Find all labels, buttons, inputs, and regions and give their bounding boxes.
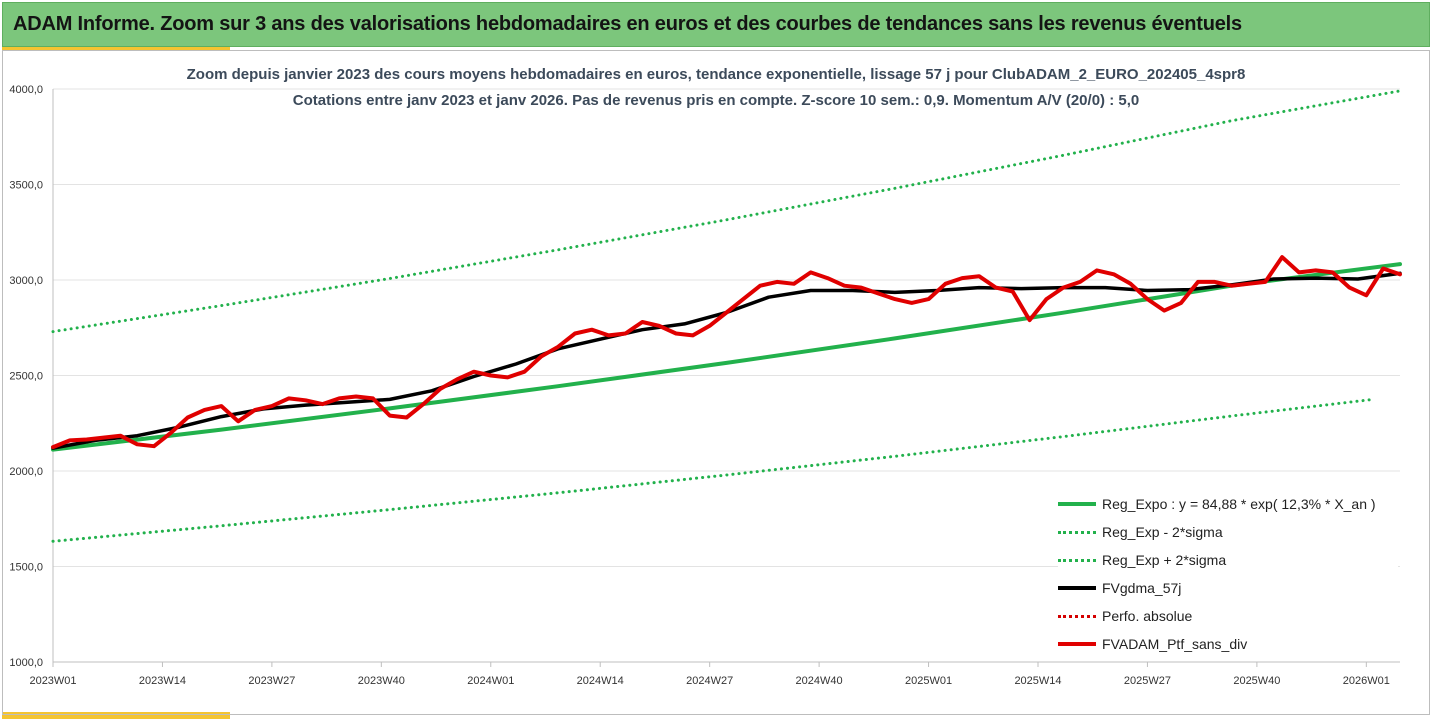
x-tick-label: 2024W27	[686, 675, 733, 687]
legend-item: Reg_Exp + 2*sigma	[1058, 546, 1398, 574]
y-tick-label: 3000,0	[9, 275, 43, 287]
accent-bar	[2, 47, 230, 51]
x-tick-label: 2023W40	[358, 675, 405, 687]
legend-swatch	[1058, 586, 1096, 590]
legend-swatch	[1058, 642, 1096, 646]
chart-legend: Reg_Expo : y = 84,88 * exp( 12,3% * X_an…	[1058, 490, 1398, 658]
legend-item: Reg_Exp - 2*sigma	[1058, 518, 1398, 546]
x-tick-label: 2025W27	[1124, 675, 1171, 687]
chart-title-line1: Zoom depuis janvier 2023 des cours moyen…	[186, 66, 1246, 83]
x-tick-label: 2024W14	[577, 675, 624, 687]
accent-bar-bottom	[2, 712, 230, 719]
x-tick-label: 2024W01	[467, 675, 514, 687]
y-tick-label: 1500,0	[9, 562, 43, 574]
chart-title-line2: Cotations entre janv 2023 et janv 2026. …	[292, 92, 1140, 109]
y-tick-label: 2500,0	[9, 371, 43, 383]
series-line-2	[51, 89, 1402, 334]
legend-label: Perfo. absolue	[1102, 608, 1193, 624]
legend-item: Reg_Expo : y = 84,88 * exp( 12,3% * X_an…	[1058, 490, 1398, 518]
x-tick-label: 2024W40	[796, 675, 843, 687]
x-tick-label: 2025W01	[905, 675, 952, 687]
y-tick-label: 4000,0	[9, 84, 43, 96]
legend-item: FVADAM_Ptf_sans_div	[1058, 630, 1398, 658]
legend-label: FVgdma_57j	[1102, 580, 1182, 596]
y-tick-label: 2000,0	[9, 466, 43, 478]
series-line-5	[51, 255, 1402, 450]
legend-label: Reg_Exp + 2*sigma	[1102, 552, 1227, 568]
series-line-1	[51, 397, 1377, 543]
y-tick-label: 3500,0	[9, 180, 43, 192]
x-tick-label: 2023W14	[139, 675, 186, 687]
chart-frame	[2, 50, 1430, 715]
x-tick-label: 2023W27	[248, 675, 295, 687]
x-tick-label: 2025W40	[1233, 675, 1280, 687]
x-tick-label: 2026W01	[1343, 675, 1390, 687]
legend-swatch	[1058, 502, 1096, 506]
legend-swatch	[1058, 530, 1096, 534]
title-banner: ADAM Informe. Zoom sur 3 ans des valoris…	[2, 2, 1430, 47]
legend-item: Perfo. absolue	[1058, 602, 1398, 630]
legend-swatch	[1058, 614, 1096, 618]
legend-label: FVADAM_Ptf_sans_div	[1102, 636, 1248, 652]
legend-label: Reg_Exp - 2*sigma	[1102, 524, 1223, 540]
series-line-0	[51, 262, 1402, 452]
x-tick-label: 2025W14	[1014, 675, 1061, 687]
legend-swatch	[1058, 558, 1096, 562]
y-tick-label: 1000,0	[9, 657, 43, 669]
series-line-3	[51, 271, 1402, 450]
legend-label: Reg_Expo : y = 84,88 * exp( 12,3% * X_an…	[1102, 496, 1376, 512]
x-tick-label: 2023W01	[29, 675, 76, 687]
banner-title: ADAM Informe. Zoom sur 3 ans des valoris…	[13, 13, 1242, 35]
legend-item: FVgdma_57j	[1058, 574, 1398, 602]
